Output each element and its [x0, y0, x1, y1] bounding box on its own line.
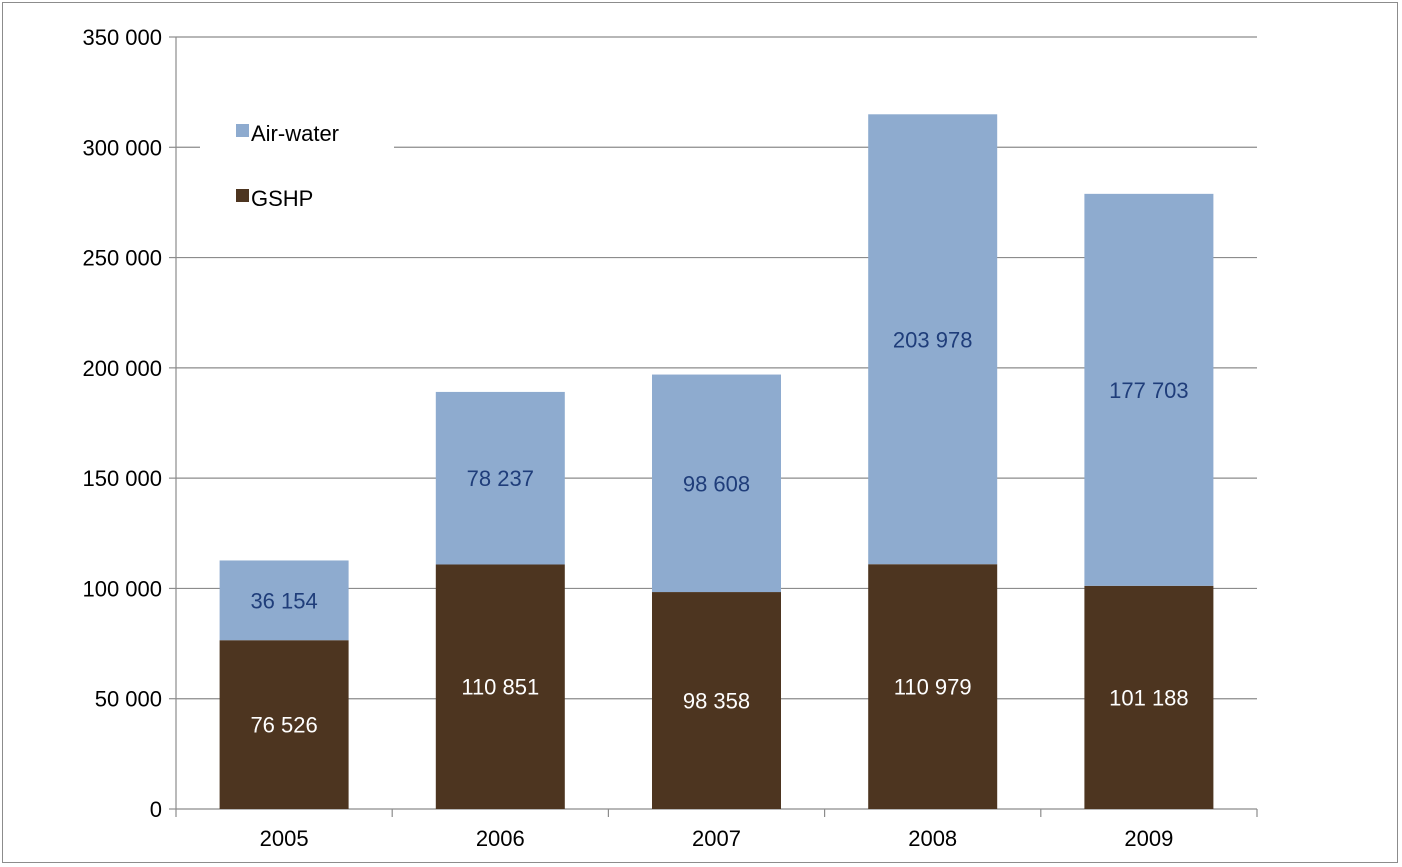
data-labels: 76 526 110 851 98 358 110 979 101 188 36 154 7… — [250, 327, 1188, 737]
bar-air-water-2005 — [219, 560, 349, 641]
bar-air-water-2006 — [435, 391, 565, 565]
y-tick-label: 250 000 — [82, 246, 162, 271]
data-label: 110 851 — [461, 675, 539, 700]
x-tick-label: 2006 — [476, 826, 525, 851]
y-tick-label: 350 000 — [82, 25, 162, 50]
legend: Air-water GSHP — [200, 111, 394, 223]
legend-label: GSHP — [251, 186, 313, 211]
x-tick-label: 2009 — [1124, 826, 1173, 851]
y-tick-label: 300 000 — [82, 135, 162, 160]
legend-swatch — [236, 189, 249, 202]
y-tick-label: 50 000 — [95, 687, 162, 712]
bar-gshp-2009 — [1084, 585, 1214, 809]
x-tick-label: 2005 — [260, 826, 309, 851]
x-tick-label: 2007 — [692, 826, 741, 851]
bar-gshp-2007 — [652, 592, 781, 809]
legend-label: Air-water — [251, 121, 339, 146]
bar-gshp-2006 — [435, 564, 565, 809]
data-label: 36 154 — [250, 588, 317, 613]
bar-air-water-2008 — [868, 114, 998, 565]
data-label: 78 237 — [467, 466, 534, 491]
x-tick-label: 2008 — [908, 826, 957, 851]
axes: 0 50 000 100 000 150 000 200 000 250 000 300 0… — [82, 25, 1258, 851]
bar-gshp-2005 — [219, 640, 349, 809]
bars — [219, 114, 1214, 809]
data-label: 203 978 — [893, 327, 973, 352]
legend-background — [200, 111, 394, 223]
bar-air-water-2009 — [1084, 193, 1214, 586]
y-tick-label: 100 000 — [82, 576, 162, 601]
stacked-bar-chart: 0 50 000 100 000 150 000 200 000 250 000 300 0… — [82, 25, 1258, 851]
bar-gshp-2008 — [868, 564, 998, 809]
y-tick-label: 150 000 — [82, 466, 162, 491]
data-label: 98 358 — [683, 689, 750, 714]
y-tick-label: 0 — [150, 797, 162, 822]
data-label: 101 188 — [1109, 685, 1189, 710]
data-label: 177 703 — [1109, 378, 1189, 403]
data-label: 76 526 — [250, 713, 317, 738]
bar-air-water-2007 — [652, 374, 781, 593]
data-label: 98 608 — [683, 471, 750, 496]
data-label: 110 979 — [894, 675, 972, 700]
y-tick-label: 200 000 — [82, 356, 162, 381]
legend-swatch — [236, 124, 249, 137]
